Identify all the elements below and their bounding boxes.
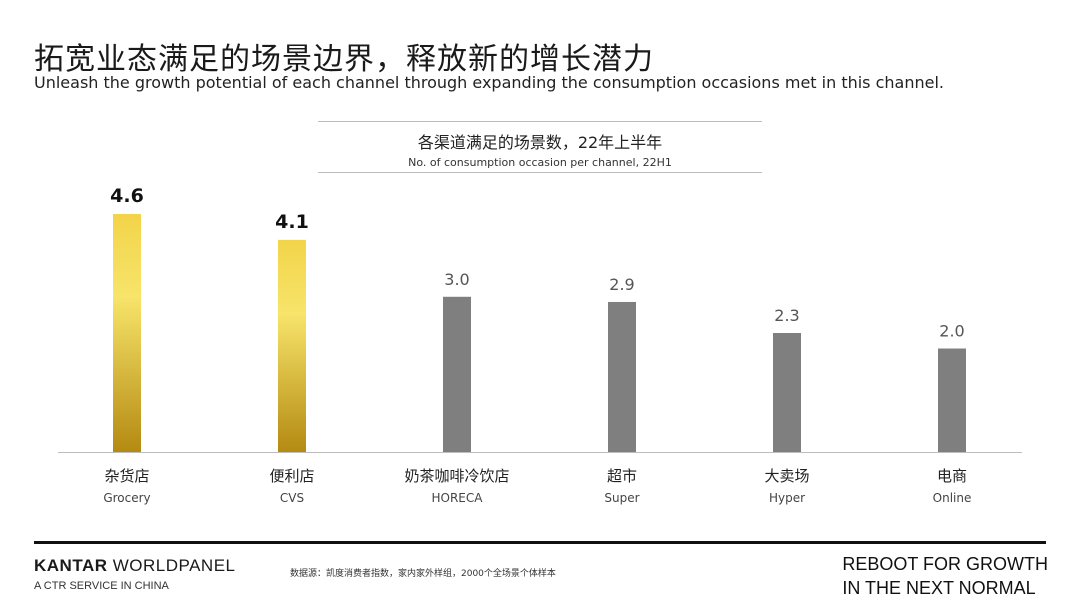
bar-online: [938, 348, 966, 452]
value-label-horeca: 3.0: [444, 270, 469, 289]
value-label-super: 2.9: [609, 275, 634, 294]
data-source-note: 数据源：凯度消费者指数，家内家外样组，2000个全场景个体样本: [290, 569, 556, 579]
value-label-cvs: 4.1: [275, 211, 309, 233]
tagline-line-1: REBOOT FOR GROWTH: [842, 554, 1048, 574]
bar-hyper: [773, 333, 801, 452]
value-label-online: 2.0: [939, 322, 964, 341]
category-label-en-super: Super: [604, 491, 639, 505]
value-label-hyper: 2.3: [774, 306, 799, 325]
page-title: 拓宽业态满足的场景边界，释放新的增长潜力: [34, 42, 654, 77]
page-subtitle: Unleash the growth potential of each cha…: [34, 73, 944, 92]
category-label-en-hyper: Hyper: [769, 491, 805, 505]
bar-grocery: [113, 214, 141, 452]
category-label-en-grocery: Grocery: [103, 491, 150, 505]
category-label-cn-cvs: 便利店: [269, 467, 314, 485]
bar-super: [608, 301, 636, 452]
chart-subtitle: No. of consumption occasion per channel,…: [408, 156, 672, 169]
category-label-en-cvs: CVS: [280, 491, 304, 505]
bar-chart: 4.6 杂货店 Grocery 4.1 便利店 CVS 3.0 奶茶咖啡冷饮店 HORECA 2.…: [58, 185, 1022, 505]
value-label-grocery: 4.6: [110, 185, 144, 207]
category-label-cn-horeca: 奶茶咖啡冷饮店: [404, 467, 509, 485]
category-label-cn-grocery: 杂货店: [104, 467, 149, 485]
footer-divider: [34, 541, 1046, 544]
category-label-en-horeca: HORECA: [432, 491, 484, 505]
chart-title-box: 各渠道满足的场景数，22年上半年 No. of consumption occa…: [318, 121, 762, 173]
category-label-cn-online: 电商: [937, 467, 967, 485]
bar-horeca: [443, 296, 471, 452]
category-label-cn-super: 超市: [607, 467, 637, 485]
chart-title: 各渠道满足的场景数，22年上半年: [417, 133, 663, 152]
tagline-line-2: IN THE NEXT NORMAL: [842, 578, 1036, 598]
tagline: REBOOT FOR GROWTH IN THE NEXT NORMAL: [842, 552, 1048, 600]
category-label-cn-hyper: 大卖场: [764, 467, 809, 485]
bar-cvs: [278, 239, 306, 452]
brand-logo: KANTAR WORLDPANEL: [34, 556, 236, 575]
category-label-en-online: Online: [933, 491, 972, 505]
brand-subtitle: A CTR SERVICE IN CHINA: [34, 580, 169, 592]
